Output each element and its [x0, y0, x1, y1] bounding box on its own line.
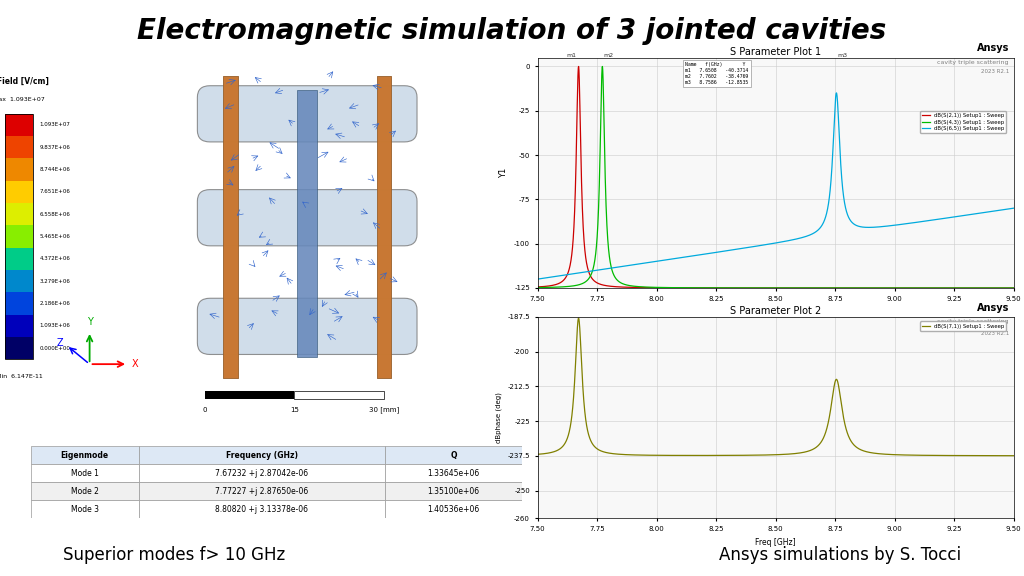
Bar — [385, 446, 522, 464]
Legend: dB(S(7,1)) Setup1 : Sweep: dB(S(7,1)) Setup1 : Sweep — [920, 321, 1007, 331]
Text: Mode 3: Mode 3 — [71, 505, 98, 514]
Text: Frequency (GHz): Frequency (GHz) — [225, 451, 298, 460]
Bar — [139, 483, 385, 501]
Text: Min  6.147E-11: Min 6.147E-11 — [0, 374, 43, 378]
Bar — [5, 181, 33, 203]
Y-axis label: dBphase (deg): dBphase (deg) — [496, 392, 502, 443]
Bar — [139, 501, 385, 518]
Bar — [31, 483, 139, 501]
Text: 0: 0 — [203, 407, 207, 412]
Text: 9.837E+06: 9.837E+06 — [39, 145, 71, 150]
Bar — [377, 76, 391, 378]
Bar — [295, 391, 384, 399]
Text: Name   f(GHz)       Y
m1   7.6508   -40.3714
m2   7.7602   -38.4769
m3   8.7586 : Name f(GHz) Y m1 7.6508 -40.3714 m2 7.76… — [685, 62, 749, 85]
Text: 1.093E+06: 1.093E+06 — [39, 324, 71, 328]
Text: m3: m3 — [838, 52, 848, 58]
Bar — [5, 248, 33, 270]
Bar — [385, 483, 522, 501]
Bar — [223, 76, 238, 378]
Text: 0.000E+00: 0.000E+00 — [39, 346, 71, 351]
Text: 7.77227 +j 2.87650e-06: 7.77227 +j 2.87650e-06 — [215, 487, 308, 496]
Text: E Field [V/cm]: E Field [V/cm] — [0, 77, 49, 85]
X-axis label: Freq [GHz]: Freq [GHz] — [756, 537, 796, 547]
Bar — [385, 464, 522, 483]
Bar — [297, 90, 317, 357]
Bar — [31, 501, 139, 518]
Bar — [31, 446, 139, 464]
Text: Max  1.093E+07: Max 1.093E+07 — [0, 97, 45, 102]
Bar — [139, 464, 385, 483]
FancyBboxPatch shape — [198, 86, 417, 142]
Text: 6.558E+06: 6.558E+06 — [39, 212, 71, 217]
Text: 8.744E+06: 8.744E+06 — [39, 167, 71, 172]
Text: Z: Z — [56, 338, 63, 348]
Text: 15: 15 — [290, 407, 299, 412]
Text: Y: Y — [87, 317, 92, 327]
Bar — [139, 446, 385, 464]
FancyBboxPatch shape — [198, 190, 417, 246]
Title: S Parameter Plot 1: S Parameter Plot 1 — [730, 47, 821, 57]
Bar — [5, 203, 33, 225]
Text: X: X — [131, 359, 138, 369]
Text: cavity triple scattering: cavity triple scattering — [938, 60, 1009, 65]
Text: Ansys simulations by S. Tocci: Ansys simulations by S. Tocci — [719, 547, 961, 564]
Bar — [205, 391, 295, 399]
Bar — [5, 225, 33, 248]
Bar — [5, 293, 33, 314]
Text: 1.093E+07: 1.093E+07 — [39, 123, 71, 127]
Bar — [5, 114, 33, 136]
Text: cavity triple scattering: cavity triple scattering — [938, 319, 1009, 324]
Text: 1.35100e+06: 1.35100e+06 — [427, 487, 479, 496]
Bar — [385, 501, 522, 518]
Text: 1.33645e+06: 1.33645e+06 — [427, 469, 479, 478]
Legend: dB(S(2,1)) Setup1 : Sweep, dB(S(4,3)) Setup1 : Sweep, dB(S(6,5)) Setup1 : Sweep: dB(S(2,1)) Setup1 : Sweep, dB(S(4,3)) Se… — [920, 111, 1007, 133]
Title: S Parameter Plot 2: S Parameter Plot 2 — [730, 306, 821, 316]
Y-axis label: Y1: Y1 — [500, 168, 508, 178]
Text: Q: Q — [451, 451, 457, 460]
Bar — [5, 314, 33, 337]
Bar — [5, 136, 33, 158]
Text: 2.186E+06: 2.186E+06 — [39, 301, 71, 306]
Text: 2023 R2.1: 2023 R2.1 — [981, 69, 1009, 74]
Text: Mode 2: Mode 2 — [71, 487, 98, 496]
Bar — [5, 270, 33, 293]
Text: Ansys: Ansys — [977, 303, 1009, 313]
Text: m2: m2 — [603, 52, 613, 58]
Text: 3.279E+06: 3.279E+06 — [39, 279, 71, 284]
FancyBboxPatch shape — [198, 298, 417, 354]
Text: 2023 R2.1: 2023 R2.1 — [981, 331, 1009, 336]
Text: 8.80820 +j 3.13378e-06: 8.80820 +j 3.13378e-06 — [215, 505, 308, 514]
Text: 7.651E+06: 7.651E+06 — [39, 190, 71, 195]
Text: Electromagnetic simulation of 3 jointed cavities: Electromagnetic simulation of 3 jointed … — [137, 17, 887, 46]
Text: 1.40536e+06: 1.40536e+06 — [427, 505, 479, 514]
Bar — [5, 114, 33, 359]
Text: Mode 1: Mode 1 — [71, 469, 98, 478]
Text: 7.67232 +j 2.87042e-06: 7.67232 +j 2.87042e-06 — [215, 469, 308, 478]
Text: 4.372E+06: 4.372E+06 — [39, 256, 71, 262]
Bar — [5, 337, 33, 359]
Text: Ansys: Ansys — [977, 43, 1009, 53]
Text: 30 [mm]: 30 [mm] — [369, 407, 399, 414]
Bar — [223, 76, 238, 378]
Bar — [31, 464, 139, 483]
Text: Superior modes f> 10 GHz: Superior modes f> 10 GHz — [62, 547, 286, 564]
Bar — [5, 158, 33, 181]
Text: m1: m1 — [566, 52, 577, 58]
Text: Eigenmode: Eigenmode — [60, 451, 109, 460]
Text: 5.465E+06: 5.465E+06 — [39, 234, 71, 239]
Bar — [377, 76, 391, 378]
